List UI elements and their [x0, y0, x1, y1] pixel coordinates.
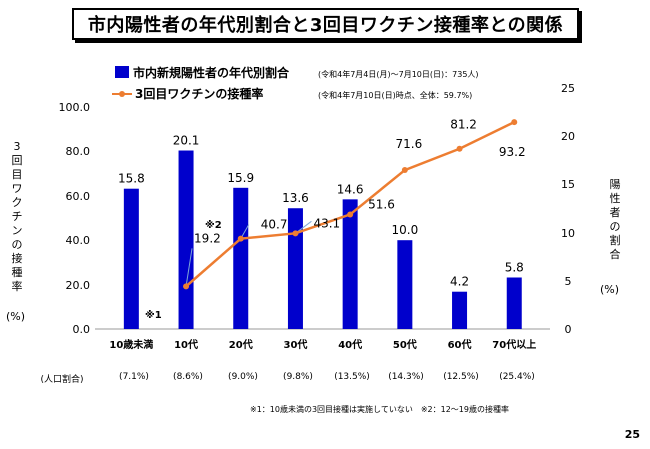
left-axis-ticks: 0.0 20.0 40.0 60.0 80.0 100.0 [59, 101, 91, 336]
bar [397, 240, 413, 329]
bar-value-label: 5.8 [505, 260, 524, 274]
bar-value-label: 4.2 [450, 275, 469, 289]
page-number: 25 [624, 428, 640, 441]
population-share: (14.3%) [388, 372, 424, 382]
leader-line [185, 248, 193, 287]
right-tick-label: 10 [561, 227, 575, 240]
line-point [237, 235, 244, 242]
bar [178, 150, 194, 329]
right-tick-label: 25 [561, 82, 575, 95]
line-value-label: 71.6 [395, 137, 422, 151]
line-point [347, 211, 354, 218]
legend-line-marker [119, 91, 125, 97]
bar-value-label: 20.1 [173, 134, 200, 148]
line-point [292, 230, 299, 237]
population-share: (9.8%) [283, 372, 313, 382]
right-axis-label: 陽性者の割合 [609, 178, 621, 261]
legend-line-note: (令和4年7月10日(日)時点、全体：59.7%) [318, 90, 472, 100]
x-axis-labels: 10歳未満 10代 20代 30代 40代 50代 60代 70代以上 [109, 338, 536, 351]
bar [287, 208, 303, 329]
population-header: (人口割合) [40, 375, 84, 385]
footnote: ※1：10歳未満の3回目接種は実施していない ※2：12～19歳の接種率 [250, 405, 509, 414]
right-tick-label: 15 [561, 178, 575, 191]
line-point [456, 145, 463, 152]
line-value-label: 93.2 [499, 145, 526, 159]
right-tick-label: 20 [561, 130, 575, 143]
page-title: 市内陽性者の年代別割合と3回目ワクチン接種率との関係 [72, 8, 579, 40]
bar-value-label: 15.8 [118, 172, 145, 186]
line-point [401, 167, 408, 174]
left-tick-label: 0.0 [73, 323, 91, 336]
line-value-label: 81.2 [450, 118, 477, 132]
bar-value-label: 13.6 [282, 191, 309, 205]
x-tick-label: 10歳未満 [109, 338, 153, 351]
x-tick-label: 40代 [338, 338, 362, 351]
line-point [511, 119, 518, 126]
legend-bar-note: (令和4年7月4日(月)～7月10日(日)：735人) [318, 69, 479, 79]
bar-value-label: 15.9 [227, 171, 254, 185]
legend: 市内新規陽性者の年代別割合 (令和4年7月4日(月)～7月10日(日)：735人… [112, 65, 479, 101]
bar-value-label: 14.6 [337, 182, 364, 196]
bar [342, 199, 358, 329]
legend-bar-swatch [115, 66, 129, 78]
right-tick-label: 0 [565, 323, 572, 336]
legend-line-label: 3回目ワクチンの接種率 [135, 86, 263, 101]
x-tick-label: 50代 [393, 338, 417, 351]
line-value-label: 19.2 [194, 231, 221, 245]
right-axis-ticks: 0 5 10 15 20 25 [561, 82, 575, 336]
chart: 市内新規陽性者の年代別割合 (令和4年7月4日(月)～7月10日(日)：735人… [59, 65, 576, 351]
bar [233, 187, 249, 329]
line-point [183, 283, 190, 290]
bar [452, 291, 468, 329]
x-tick-label: 10代 [174, 338, 198, 351]
bar-value-label: 10.0 [391, 223, 418, 237]
population-share: (8.6%) [173, 372, 203, 382]
left-tick-label: 80.0 [66, 145, 91, 158]
population-share: (13.5%) [334, 372, 370, 382]
x-tick-label: 20代 [229, 338, 253, 351]
population-share: (9.0%) [228, 372, 258, 382]
x-tick-label: 60代 [448, 338, 472, 351]
left-axis-unit: (%) [6, 310, 26, 323]
line-value-label: 40.7 [261, 218, 288, 232]
left-tick-label: 100.0 [59, 101, 91, 114]
left-tick-label: 60.0 [66, 190, 91, 203]
note2-marker: ※2 [205, 219, 222, 231]
population-share: (25.4%) [499, 372, 535, 382]
x-tick-label: 70代以上 [492, 338, 536, 351]
right-axis-unit: (%) [600, 283, 620, 296]
left-axis-label: 3回目ワクチンの接種率 [11, 140, 23, 293]
bar-series: 15.8 20.1 15.9 13.6 14.6 10.0 4.2 5.8 [118, 134, 524, 329]
left-tick-label: 20.0 [66, 279, 91, 292]
note1-marker: ※1 [145, 309, 162, 321]
legend-bar-label: 市内新規陽性者の年代別割合 [133, 65, 290, 80]
population-share: (12.5%) [443, 372, 479, 382]
left-tick-label: 40.0 [66, 234, 91, 247]
line-value-label: 43.1 [313, 216, 340, 230]
right-tick-label: 5 [565, 275, 572, 288]
population-share: (7.1%) [119, 372, 149, 382]
bar [506, 277, 522, 329]
line-value-label: 51.6 [368, 197, 395, 211]
x-tick-label: 30代 [283, 338, 307, 351]
line-series: 19.2 40.7 43.1 51.6 71.6 81.2 93.2 [183, 118, 526, 290]
bar [123, 188, 139, 329]
